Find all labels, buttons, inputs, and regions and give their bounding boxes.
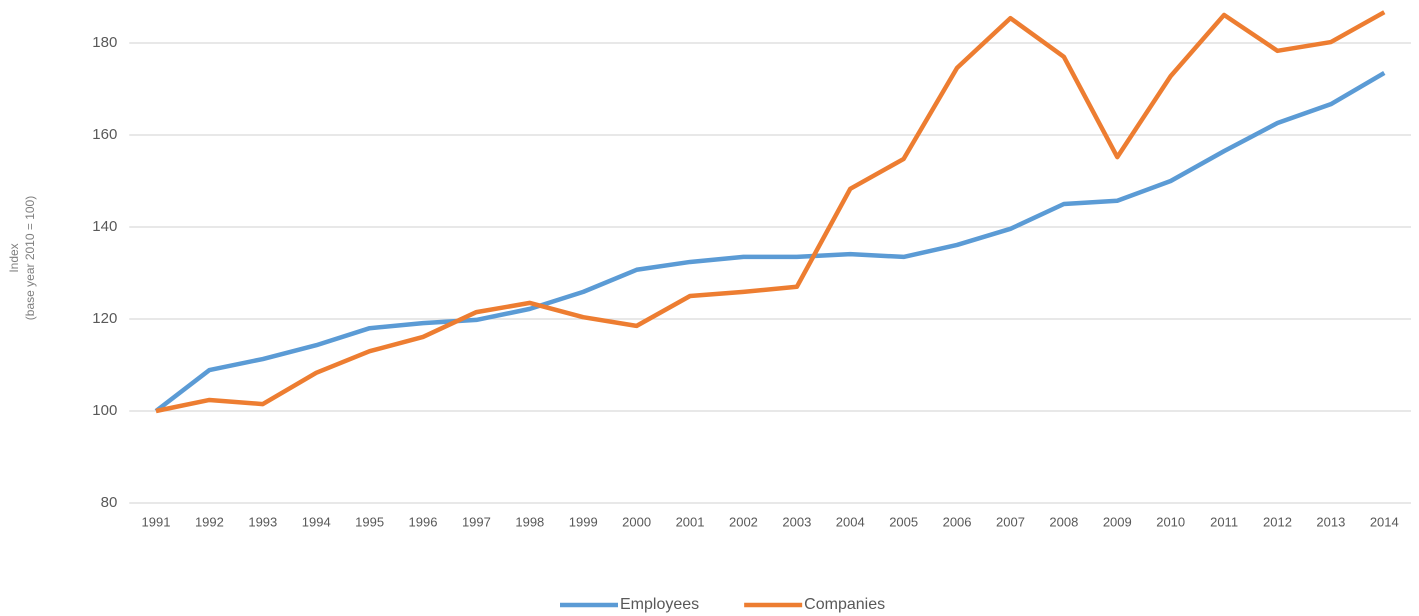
legend-label: Companies xyxy=(804,596,885,613)
y-tick-label: 140 xyxy=(92,218,117,235)
x-tick-label: 2002 xyxy=(729,514,758,529)
x-tick-label: 2005 xyxy=(889,514,918,529)
y-tick-label: 160 xyxy=(92,126,117,143)
x-tick-label: 2009 xyxy=(1103,514,1132,529)
y-label-line: (base year 2010 = 100) xyxy=(23,196,37,320)
x-tick-label: 1999 xyxy=(569,514,598,529)
x-tick-label: 1994 xyxy=(302,514,331,529)
x-tick-label: 1993 xyxy=(248,514,277,529)
series-line xyxy=(155,10,1386,414)
x-tick-label: 1998 xyxy=(515,514,544,529)
x-tick-label: 2010 xyxy=(1156,514,1185,529)
x-tick-label: 2000 xyxy=(622,514,651,529)
y-tick-label: 100 xyxy=(92,402,117,419)
x-tick-label: 1992 xyxy=(195,514,224,529)
y-tick-label: 180 xyxy=(92,34,117,51)
x-tick-label: 2001 xyxy=(676,514,705,529)
x-tick-label: 1997 xyxy=(462,514,491,529)
x-tick-label: 2014 xyxy=(1370,514,1399,529)
x-tick-label: 2008 xyxy=(1049,514,1078,529)
x-tick-label: 1991 xyxy=(142,514,171,529)
x-tick-label: 2007 xyxy=(996,514,1025,529)
x-tick-label: 1996 xyxy=(409,514,438,529)
x-tick-label: 2013 xyxy=(1316,514,1345,529)
x-tick-label: 1995 xyxy=(355,514,384,529)
series-line xyxy=(154,70,1386,413)
x-tick-label: 2004 xyxy=(836,514,865,529)
y-tick-label: 120 xyxy=(92,310,117,327)
y-axis-label: Index (base year 2010 = 100) xyxy=(7,196,37,320)
x-tick-label: 2006 xyxy=(943,514,972,529)
legend-label: Employees xyxy=(620,596,699,613)
x-tick-label: 2012 xyxy=(1263,514,1292,529)
y-tick-label: 80 xyxy=(101,494,118,511)
x-tick-label: 2011 xyxy=(1210,514,1238,529)
y-label-line: Index xyxy=(7,243,21,272)
x-tick-label: 2003 xyxy=(782,514,811,529)
